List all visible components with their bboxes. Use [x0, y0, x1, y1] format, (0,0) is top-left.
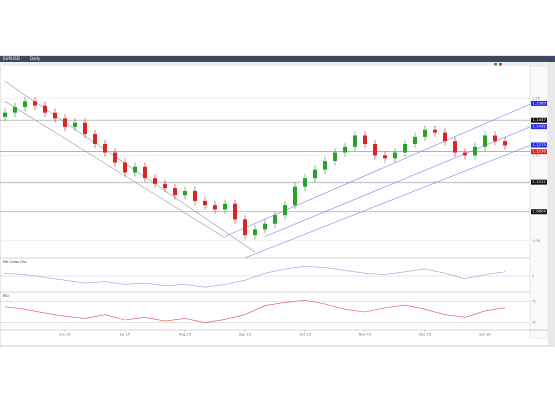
candle-body: [473, 146, 477, 156]
x-tick-label: Jan 16: [479, 333, 491, 337]
candle-body: [13, 107, 17, 113]
price-label: 1.1402: [533, 124, 547, 129]
candle-body: [283, 205, 287, 216]
candle-body: [483, 135, 487, 147]
trendline: [244, 145, 530, 258]
price-label-box: [531, 149, 547, 155]
candle-body: [323, 161, 327, 170]
candle-body: [113, 152, 117, 163]
x-tick-label: Jun 15: [58, 333, 70, 337]
candle-body: [23, 101, 27, 107]
candle-body: [453, 141, 457, 153]
candle-body: [3, 112, 7, 117]
candle-body: [243, 219, 247, 236]
y-tick-label: 1.06: [532, 239, 540, 243]
price-label: 1.1447: [533, 117, 547, 122]
candle-body: [213, 205, 217, 210]
candle-body: [223, 203, 227, 210]
candle-body: [73, 122, 77, 127]
title-bar: [0, 56, 555, 62]
candle-body: [313, 169, 317, 179]
button[interactable]: [494, 63, 497, 66]
indicator-line: [4, 265, 506, 288]
candle-body: [363, 135, 367, 144]
candle-body: [53, 112, 57, 119]
y-tick-label: 1.12: [532, 153, 540, 157]
candle-body: [63, 118, 67, 127]
x-tick-label: Oct 15: [299, 333, 311, 337]
plot-area: [0, 81, 530, 258]
candle-body: [273, 215, 277, 224]
candle-body: [503, 141, 507, 146]
candle-body: [133, 166, 137, 173]
indicator-label: RSI: [3, 294, 9, 298]
candle-body: [393, 152, 397, 159]
candle-body: [353, 135, 357, 147]
price-label-box: [531, 209, 547, 215]
candle-body: [33, 101, 37, 106]
candle-body: [183, 190, 187, 196]
chart-title: EURUSD: [3, 56, 20, 61]
candle-body: [463, 152, 467, 156]
x-tick-label: Nov 15: [359, 333, 371, 337]
candle-body: [103, 144, 107, 153]
candle-body: [343, 146, 347, 153]
candle-body: [383, 155, 387, 159]
candle-body: [203, 200, 207, 206]
x-tick-label: Sep 15: [239, 333, 251, 337]
trendline: [4, 101, 226, 239]
window-frame: [0, 55, 555, 347]
x-tick-label: Jul 15: [119, 333, 130, 337]
price-axis: [529, 65, 549, 339]
price-label-box: [531, 117, 547, 123]
candle-body: [123, 162, 127, 173]
trendline: [224, 103, 530, 237]
price-label: 1.1226: [533, 149, 547, 154]
candle-body: [193, 190, 197, 201]
candle-body: [373, 144, 377, 156]
price-label-box: [531, 100, 547, 106]
price-label-box: [531, 142, 547, 148]
candle-body: [143, 166, 147, 179]
price-label-box: [531, 124, 547, 130]
candle-body: [83, 122, 87, 135]
indicator-line: [4, 299, 506, 323]
price-label: 1.1273: [533, 142, 547, 147]
price-label-box: [531, 179, 547, 185]
candle-body: [403, 144, 407, 153]
price-label: 1.0804: [533, 209, 547, 214]
candle-body: [303, 178, 307, 187]
candle-body: [413, 136, 417, 144]
timeframe: Daily: [30, 56, 41, 61]
candle-body: [493, 135, 497, 142]
candle-body: [253, 229, 257, 236]
candle-body: [93, 134, 97, 144]
candle-body: [443, 132, 447, 142]
y-tick-label: 0: [532, 274, 534, 278]
candle-body: [153, 178, 157, 184]
candle-body: [43, 105, 47, 113]
x-tick-label: Dec 15: [419, 333, 431, 337]
y-tick-label: 70: [532, 299, 536, 303]
candle-body: [263, 223, 267, 230]
scrollbar[interactable]: [548, 62, 555, 346]
candle-body: [163, 183, 167, 189]
y-tick-label: 30: [532, 321, 536, 325]
candle-body: [293, 186, 297, 206]
candle-body: [333, 152, 337, 162]
candle-body: [423, 129, 427, 137]
candle-body: [233, 203, 237, 220]
x-tick-label: Aug 15: [179, 333, 191, 337]
indicator-label: MA Cross Osc: [3, 260, 27, 264]
price-label: 1.1012: [533, 179, 547, 184]
candle-body: [433, 129, 437, 133]
toolbar: [0, 62, 555, 66]
y-tick-label: 1.16: [532, 96, 540, 100]
price-label: 1.1565: [533, 100, 547, 105]
button[interactable]: [499, 63, 502, 66]
candle-body: [173, 188, 177, 196]
